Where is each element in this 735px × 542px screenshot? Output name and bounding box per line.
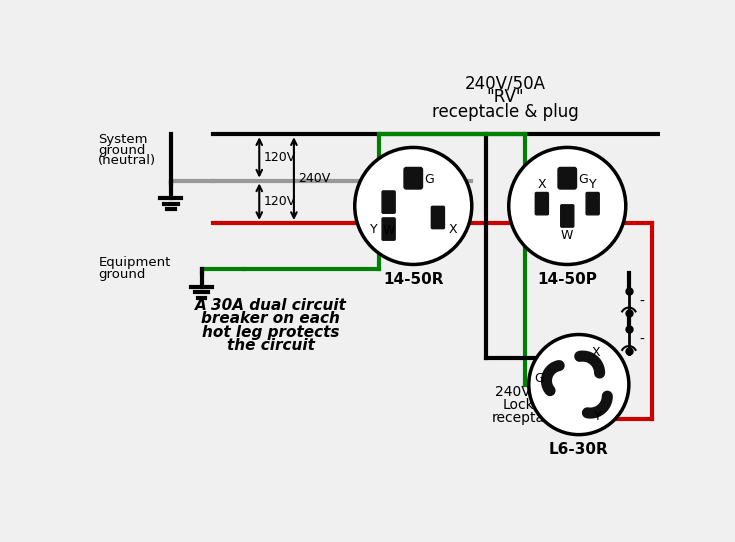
Text: 120V: 120V [264, 195, 296, 208]
Text: ground: ground [98, 144, 146, 157]
Text: 120V: 120V [264, 151, 296, 164]
Text: X: X [592, 346, 600, 359]
FancyBboxPatch shape [535, 192, 548, 215]
Text: G: G [424, 173, 434, 186]
FancyBboxPatch shape [404, 167, 423, 189]
Circle shape [528, 334, 629, 435]
FancyBboxPatch shape [431, 207, 445, 229]
FancyBboxPatch shape [382, 191, 395, 213]
Text: 14-50P: 14-50P [537, 272, 598, 287]
Text: A 30A dual circuit: A 30A dual circuit [195, 298, 347, 313]
Text: Y: Y [595, 410, 602, 423]
Text: Equipment: Equipment [98, 256, 171, 269]
FancyBboxPatch shape [561, 205, 574, 227]
Text: the circuit: the circuit [227, 338, 315, 353]
Text: G: G [578, 173, 588, 186]
Text: Y: Y [370, 223, 378, 236]
Text: 14-50R: 14-50R [383, 272, 443, 287]
Text: 240V/30A: 240V/30A [495, 385, 562, 398]
FancyBboxPatch shape [558, 167, 576, 189]
Text: ground: ground [98, 268, 146, 281]
Text: "RV": "RV" [487, 88, 525, 106]
Text: -: - [639, 333, 645, 347]
Text: 240V/50A: 240V/50A [465, 74, 546, 92]
Text: G: G [534, 372, 544, 385]
Text: System: System [98, 133, 148, 146]
Text: breaker on each: breaker on each [201, 312, 340, 326]
Text: W: W [382, 224, 395, 237]
Text: Locking: Locking [502, 398, 556, 412]
Text: W: W [561, 229, 573, 242]
Text: X: X [448, 223, 457, 236]
Text: Y: Y [589, 178, 597, 191]
Text: receptacle: receptacle [492, 411, 565, 425]
FancyBboxPatch shape [382, 218, 395, 240]
FancyBboxPatch shape [586, 192, 599, 215]
Circle shape [509, 147, 625, 264]
Text: hot leg protects: hot leg protects [202, 325, 340, 339]
Text: (neutral): (neutral) [98, 154, 157, 167]
Circle shape [355, 147, 472, 264]
Text: X: X [537, 178, 546, 191]
Text: 240V: 240V [298, 172, 331, 185]
Text: L6-30R: L6-30R [549, 442, 609, 457]
Text: receptacle & plug: receptacle & plug [432, 103, 579, 121]
Text: -: - [639, 294, 645, 308]
